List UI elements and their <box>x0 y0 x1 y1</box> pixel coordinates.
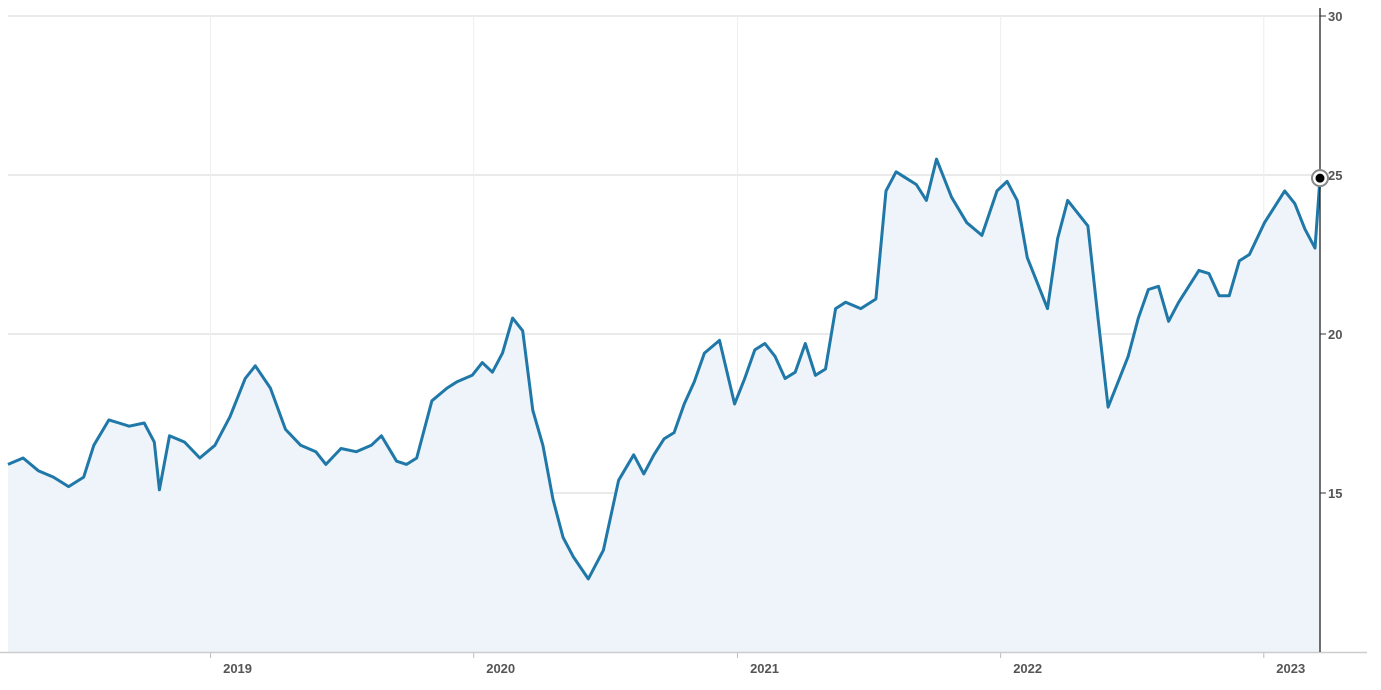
y-tick-label: 30 <box>1328 9 1342 24</box>
last-value-marker[interactable] <box>1311 169 1329 188</box>
price-area-fill <box>8 159 1320 652</box>
y-tick-label: 15 <box>1328 486 1342 501</box>
marker-dot[interactable] <box>1315 173 1325 183</box>
x-tick-label: 2022 <box>1013 661 1042 676</box>
x-tick-label: 2020 <box>486 661 515 676</box>
y-tick-label: 20 <box>1328 327 1342 342</box>
price-series-line <box>7 157 1322 581</box>
x-tick-label: 2019 <box>223 661 252 676</box>
tick-labels: 15 20 25 30 2019 2020 2021 2022 2023 <box>223 9 1342 676</box>
x-tick-label: 2023 <box>1276 661 1305 676</box>
x-tick-label: 2021 <box>750 661 779 676</box>
y-tick-label: 25 <box>1328 168 1342 183</box>
